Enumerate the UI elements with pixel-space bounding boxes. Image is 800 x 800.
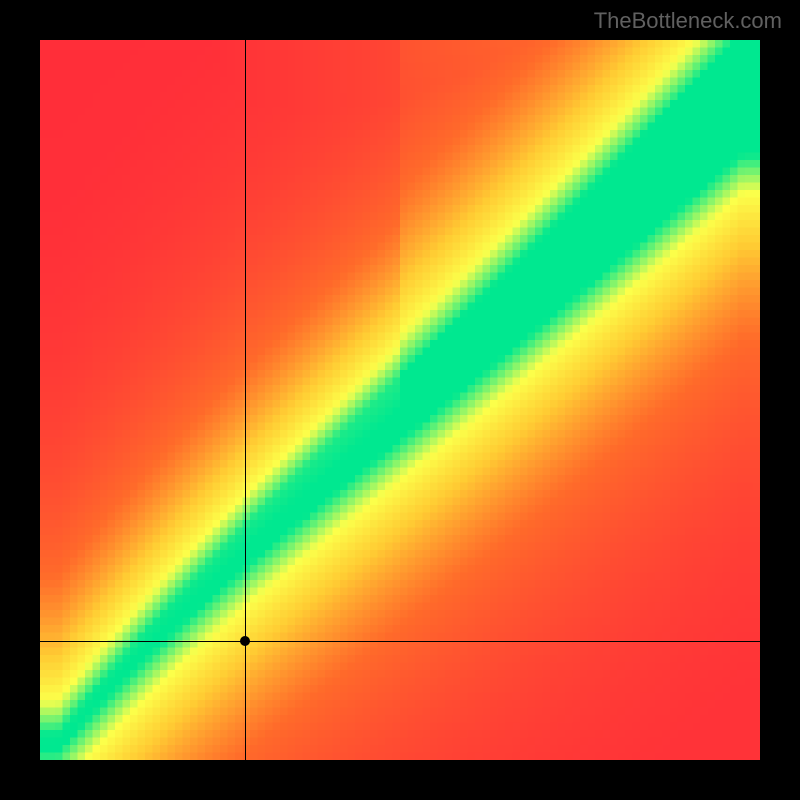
crosshair-horizontal: [40, 641, 760, 642]
crosshair-vertical: [245, 40, 246, 760]
bottleneck-heatmap: [40, 40, 760, 760]
heatmap-canvas: [40, 40, 760, 760]
watermark-text: TheBottleneck.com: [594, 8, 782, 34]
crosshair-marker: [240, 636, 250, 646]
